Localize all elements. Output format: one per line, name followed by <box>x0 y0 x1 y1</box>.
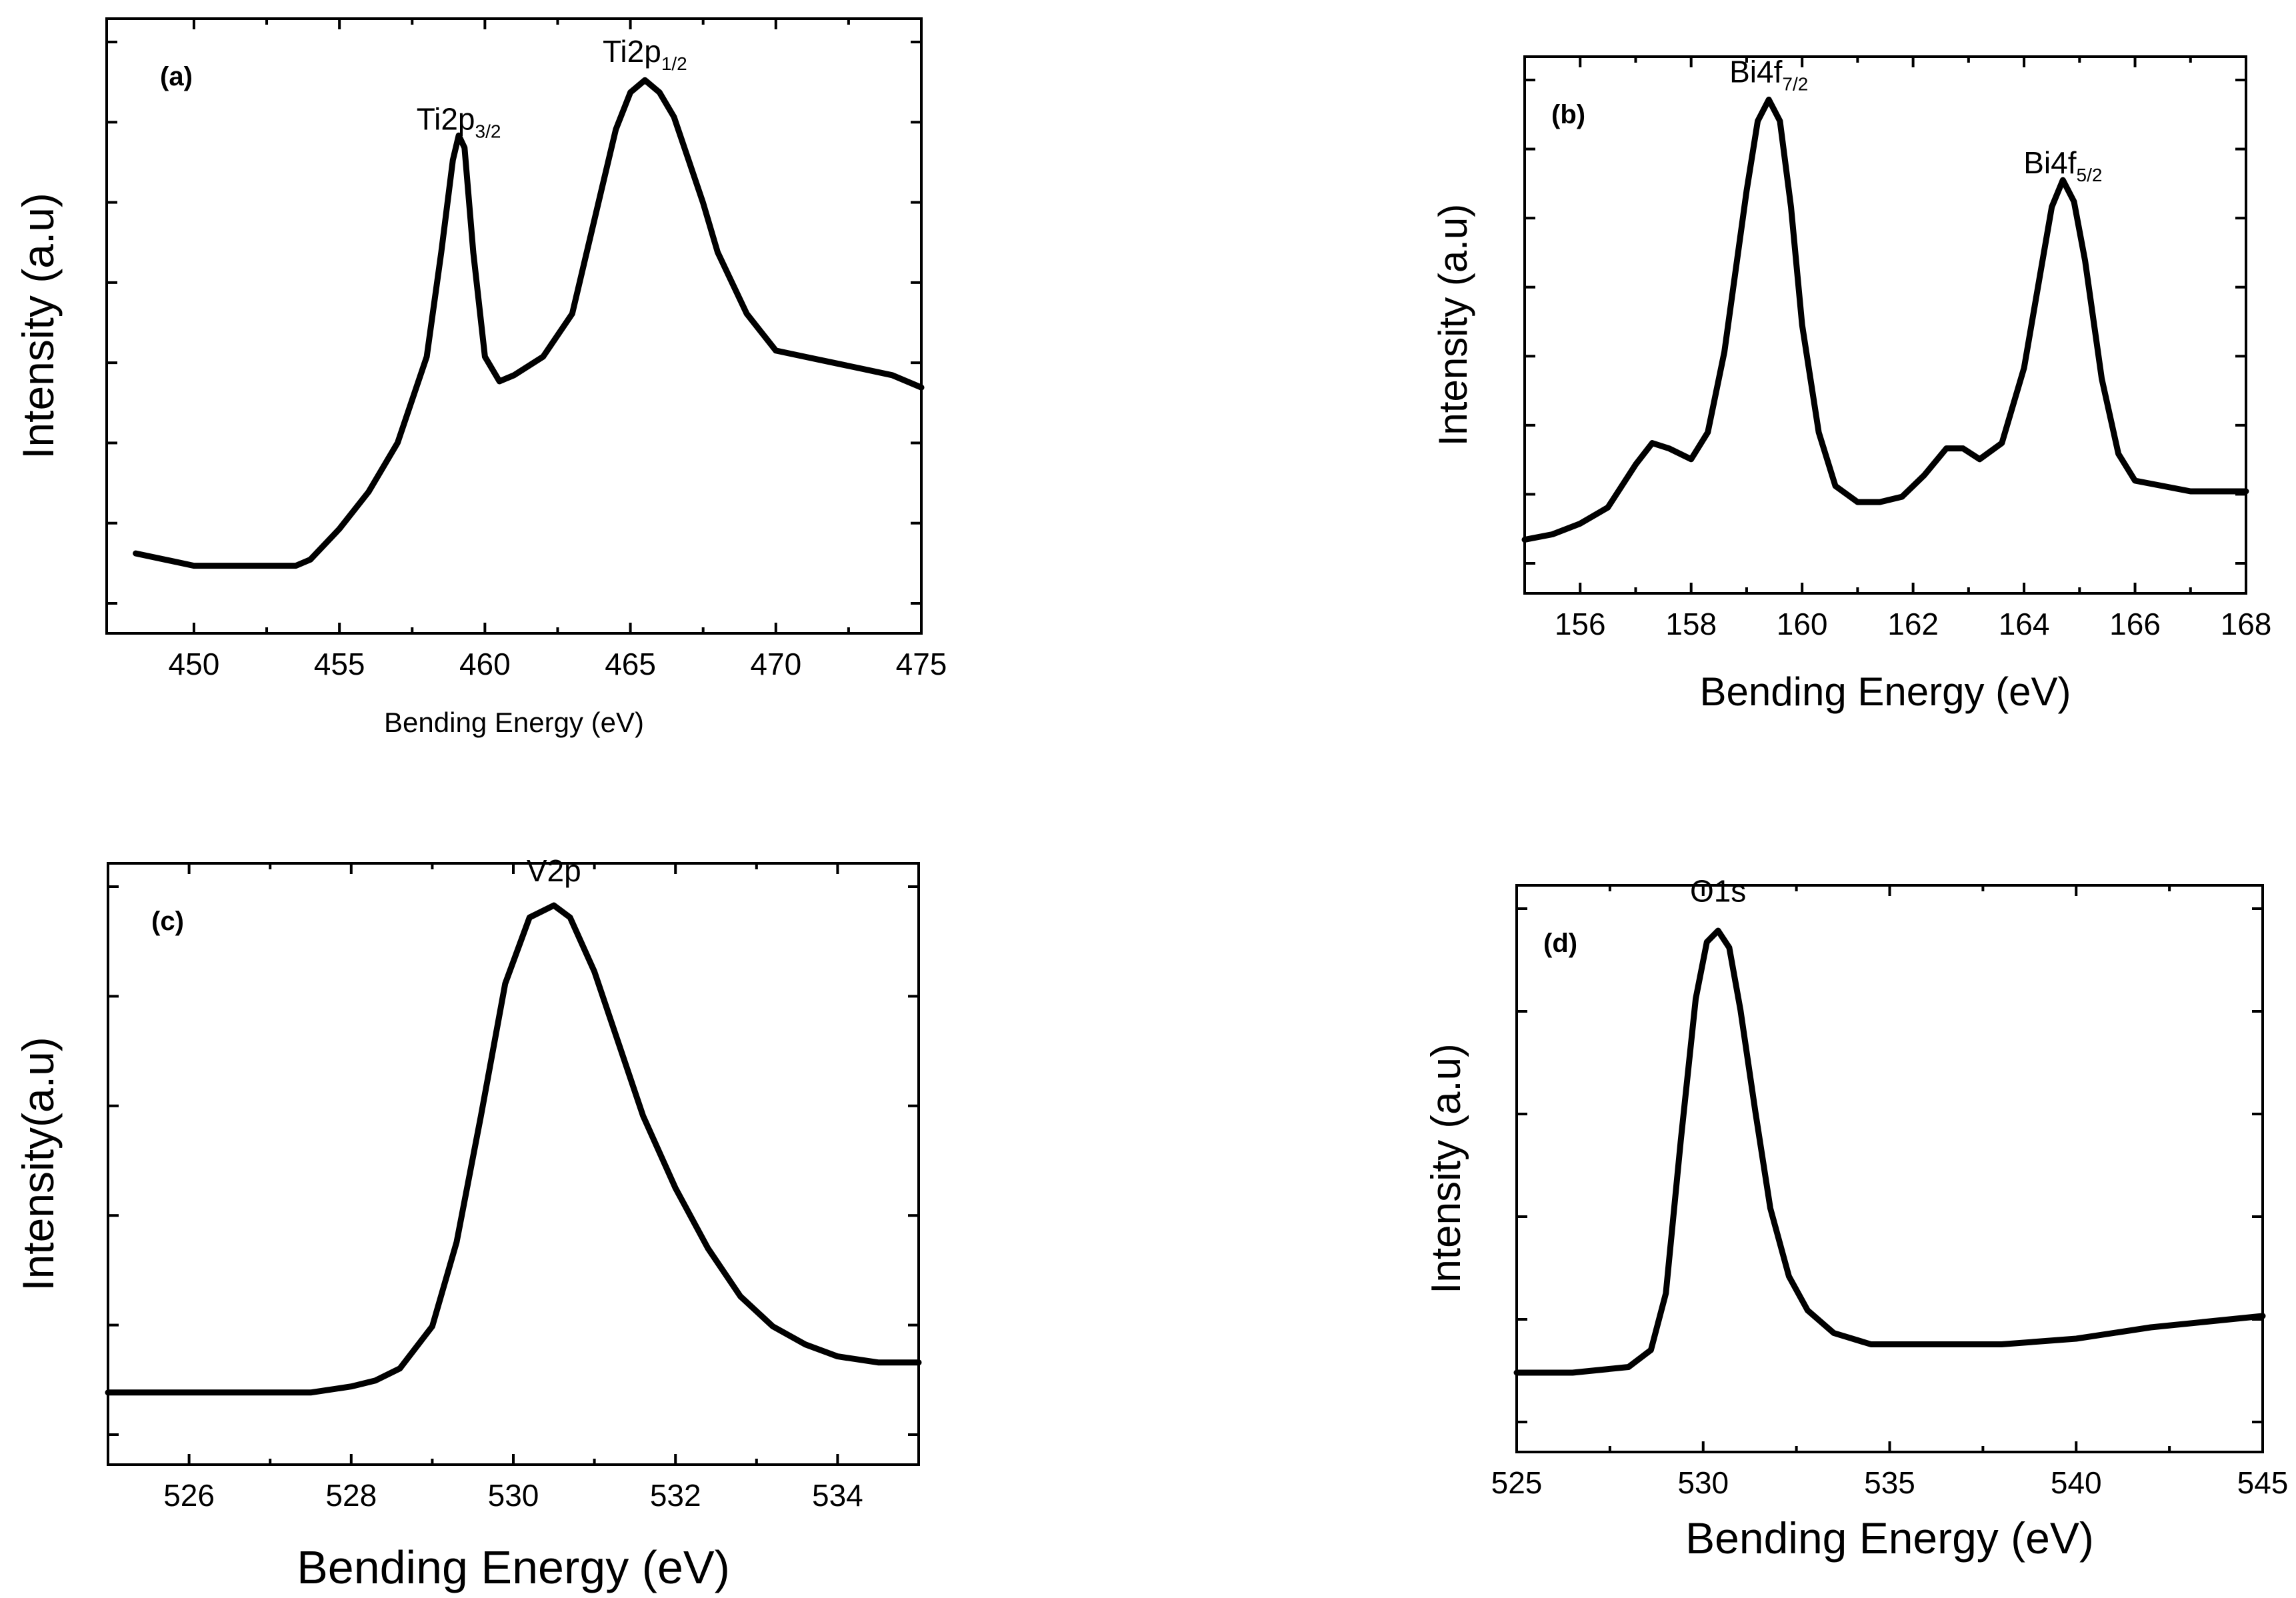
panel-tag: (d) <box>1543 929 1577 958</box>
peak-label-subscript: 5/2 <box>2077 165 2103 185</box>
x-tick-label: 470 <box>750 647 801 681</box>
peak-label-base: Bi4f <box>1729 54 1782 89</box>
y-axis-label: Intensity (a.u) <box>1431 204 1475 447</box>
x-tick-label: 156 <box>1555 607 1606 641</box>
peak-label-base: O1s <box>1690 874 1746 909</box>
x-tick-label: 168 <box>2221 607 2272 641</box>
x-tick-label: 540 <box>2051 1465 2102 1500</box>
x-tick-label: 166 <box>2109 607 2161 641</box>
peak-label: V2p <box>527 853 581 888</box>
x-tick-label: 465 <box>605 647 656 681</box>
x-axis-label: Bending Energy (eV) <box>1700 669 2071 714</box>
x-tick-label: 530 <box>488 1478 539 1513</box>
x-axis-label: Bending Energy (eV) <box>384 707 644 738</box>
peak-label: Ti2p1/2 <box>603 34 687 74</box>
x-axis-label: Bending Energy (eV) <box>1685 1513 2094 1563</box>
x-tick-label: 158 <box>1665 607 1717 641</box>
series-line-v2p <box>105 902 922 1396</box>
peak-label-subscript: 3/2 <box>475 121 501 141</box>
series-line-ti2p <box>133 77 925 569</box>
chart-panel-a: 450 455 460 465 470 475 Bending Energy (eV) Int… <box>13 17 947 738</box>
x-tick-label: 164 <box>1999 607 2050 641</box>
panel-tag: (a) <box>160 62 193 91</box>
x-axis-label: Bending Energy (eV) <box>297 1541 730 1593</box>
peak-label: Ti2p3/2 <box>417 101 501 141</box>
series-line-bi4f <box>1521 96 2249 543</box>
x-tick-label: 525 <box>1491 1465 1543 1500</box>
peak-label: Bi4f5/2 <box>2023 145 2102 185</box>
x-tick-label: 160 <box>1777 607 1828 641</box>
y-axis-label: Intensity (a.u) <box>13 193 63 459</box>
peak-label: O1s <box>1690 874 1746 909</box>
peak-label-base: Ti2p <box>603 34 661 69</box>
x-tick-label: 475 <box>896 647 947 681</box>
series-line-o1s <box>1513 927 2266 1376</box>
peak-label-base: Ti2p <box>417 101 475 136</box>
x-tick-label: 530 <box>1677 1465 1729 1500</box>
x-tick-label: 528 <box>325 1478 377 1513</box>
peak-label-subscript: 7/2 <box>1782 73 1808 94</box>
x-tick-label: 450 <box>169 647 220 681</box>
plot-frame <box>105 17 923 635</box>
x-tick-label: 532 <box>650 1478 701 1513</box>
y-axis-label: Intensity(a.u) <box>13 1037 63 1291</box>
peak-label-subscript: 1/2 <box>661 53 687 74</box>
x-tick-label: 545 <box>2237 1465 2289 1500</box>
panel-tag: (b) <box>1551 100 1585 129</box>
peak-label: Bi4f7/2 <box>1729 54 1808 94</box>
chart-panel-d: 525 530 535 540 545 Bending Energy (eV) Intens… <box>1423 874 2288 1563</box>
x-tick-label: 535 <box>1864 1465 1915 1500</box>
plot-frame <box>1523 55 2247 595</box>
x-tick-label: 162 <box>1887 607 1939 641</box>
peak-label-base: V2p <box>527 853 581 888</box>
chart-panel-c: 526 528 530 532 534 Bending Energy (eV) Intens… <box>13 853 922 1593</box>
x-tick-label: 460 <box>459 647 511 681</box>
x-tick-label: 534 <box>812 1478 863 1513</box>
x-tick-label: 526 <box>163 1478 215 1513</box>
x-tick-label: 455 <box>314 647 365 681</box>
chart-panel-b: 156 158 160 162 164 166 168 Bending Energy (eV)… <box>1431 54 2271 714</box>
panel-tag: (c) <box>151 907 184 936</box>
peak-label-base: Bi4f <box>2023 145 2076 180</box>
y-axis-label: Intensity (a.u) <box>1423 1043 1469 1294</box>
